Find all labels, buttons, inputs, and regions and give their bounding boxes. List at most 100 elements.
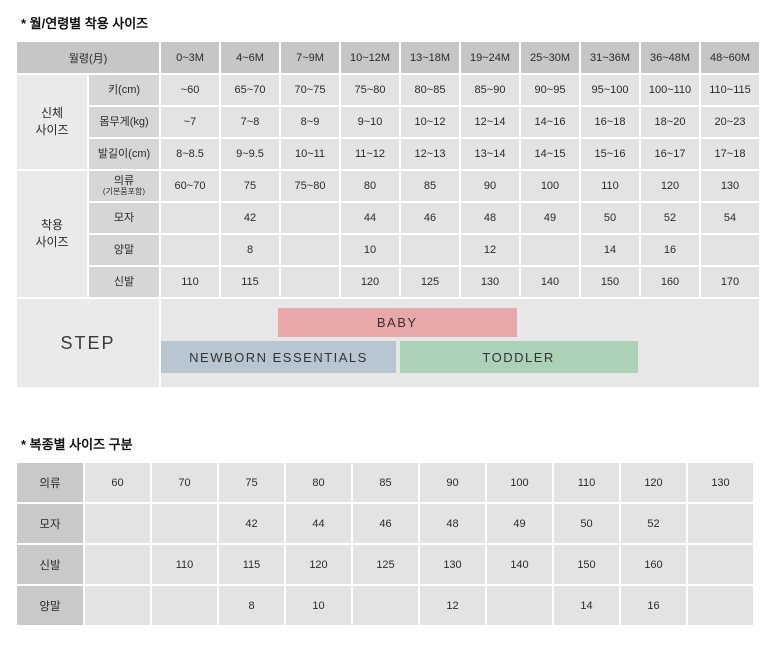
table-cell: 16 [621, 586, 686, 625]
table-cell: 80 [341, 171, 399, 201]
table-cell [281, 203, 339, 233]
table-cell: ~7 [161, 107, 219, 137]
table-cell [487, 586, 552, 625]
row2-hat: 모자 42 44 46 48 49 50 52 [17, 504, 753, 543]
row-weight: 몸무게(kg) ~7 7~8 8~9 9~10 10~12 12~14 14~1… [17, 107, 759, 137]
table-cell: 10~12 [401, 107, 459, 137]
table-cell: 85 [401, 171, 459, 201]
table-cell: 18~20 [641, 107, 699, 137]
row-shoes: 신발 110 115 120 125 130 140 150 160 170 [17, 267, 759, 297]
table-cell: 14~15 [521, 139, 579, 169]
table-cell: 48 [461, 203, 519, 233]
table-cell: 60 [85, 463, 150, 502]
table-cell: 140 [521, 267, 579, 297]
table-cell: 8 [219, 586, 284, 625]
row-height: 신체 사이즈 키(cm) ~60 65~70 70~75 75~80 80~85… [17, 75, 759, 169]
table-cell: 49 [487, 504, 552, 543]
row-clothing: 착용 사이즈 의류 (기본품포함) 60~70 75 75~80 80 85 9… [17, 171, 759, 297]
table-cell: 110~115 [701, 75, 759, 105]
table-cell [688, 504, 753, 543]
header-row: 월령(月) 0~3M 4~6M 7~9M 10~12M 13~18M 19~24… [17, 42, 759, 73]
age-column-header: 10~12M [341, 42, 399, 73]
table-cell: 120 [341, 267, 399, 297]
row2-shoes: 신발 110 115 120 125 130 140 150 160 [17, 545, 753, 584]
table-cell: 120 [286, 545, 351, 584]
row-hat: 모자 42 44 46 48 49 50 52 54 [17, 203, 759, 233]
table-cell [401, 235, 459, 265]
table-cell: 12 [420, 586, 485, 625]
row-label-text: 몸무게(kg) [99, 115, 149, 128]
baby-step-label: BABY [376, 315, 418, 330]
row-label-foot-length: 발길이(cm) [89, 139, 159, 169]
table-cell: 44 [341, 203, 399, 233]
table-cell: 44 [286, 504, 351, 543]
newborn-essentials-step-bar: NEWBORN ESSENTIALS [161, 341, 396, 373]
table-cell: 80~85 [401, 75, 459, 105]
age-column-header: 36~48M [641, 42, 699, 73]
age-column-header: 7~9M [281, 42, 339, 73]
table-cell: 48 [420, 504, 485, 543]
table-cell: 120 [641, 171, 699, 201]
table-cell: 9~9.5 [221, 139, 279, 169]
step-row: STEP BABY NEWBORN ESSENTIALS TODDLER [17, 299, 759, 387]
table-cell: 54 [701, 203, 759, 233]
table-cell: 100~110 [641, 75, 699, 105]
table-cell: 12~14 [461, 107, 519, 137]
age-column-header: 25~30M [521, 42, 579, 73]
row-foot-length: 발길이(cm) 8~8.5 9~9.5 10~11 11~12 12~13 13… [17, 139, 759, 169]
table-cell: ~60 [161, 75, 219, 105]
baby-step-bar: BABY [277, 308, 517, 337]
table-cell: 75~80 [341, 75, 399, 105]
table-cell: 12 [461, 235, 519, 265]
table-cell [85, 586, 150, 625]
row-header-shoes: 신발 [17, 545, 83, 584]
table-cell: 100 [521, 171, 579, 201]
row-socks: 양말 8 10 12 14 16 [17, 235, 759, 265]
age-column-header: 48~60M [701, 42, 759, 73]
row-header-hat: 모자 [17, 504, 83, 543]
table-cell: 9~10 [341, 107, 399, 137]
table-cell [85, 504, 150, 543]
table-cell: 8~9 [281, 107, 339, 137]
table-cell [281, 267, 339, 297]
table-cell: 60~70 [161, 171, 219, 201]
table-cell: 20~23 [701, 107, 759, 137]
table-cell: 10 [286, 586, 351, 625]
table-cell: 16~17 [641, 139, 699, 169]
table-cell: 75~80 [281, 171, 339, 201]
table-cell: 50 [554, 504, 619, 543]
row-label-clothing: 의류 (기본품포함) [89, 171, 159, 201]
table-cell: 110 [581, 171, 639, 201]
table-cell: 160 [621, 545, 686, 584]
table-cell: 75 [219, 463, 284, 502]
table-cell: 130 [420, 545, 485, 584]
table-cell: 120 [621, 463, 686, 502]
category-size-table: 의류 60 70 75 80 85 90 100 110 120 130 모자 … [15, 461, 755, 627]
table-cell: 46 [353, 504, 418, 543]
wear-size-group-cell: 착용 사이즈 [17, 171, 87, 297]
table-cell [281, 235, 339, 265]
table-cell: 8~8.5 [161, 139, 219, 169]
table-cell: 90~95 [521, 75, 579, 105]
table-cell [161, 235, 219, 265]
table-cell: 17~18 [701, 139, 759, 169]
table-cell [521, 235, 579, 265]
table-cell: 90 [420, 463, 485, 502]
table-cell: 65~70 [221, 75, 279, 105]
table-cell: 150 [581, 267, 639, 297]
table-cell: 85~90 [461, 75, 519, 105]
category-size-title: * 복종별 사이즈 구분 [21, 437, 133, 452]
table-cell: 46 [401, 203, 459, 233]
age-column-header: 4~6M [221, 42, 279, 73]
table-cell: 11~12 [341, 139, 399, 169]
table-cell: 130 [688, 463, 753, 502]
table-cell: 85 [353, 463, 418, 502]
toddler-step-label: TODDLER [482, 349, 555, 365]
row-label-text: 모자 [113, 211, 135, 224]
table-cell: 140 [487, 545, 552, 584]
row-label-hat: 모자 [89, 203, 159, 233]
table-cell: 50 [581, 203, 639, 233]
table-cell: 14 [554, 586, 619, 625]
table-cell: 90 [461, 171, 519, 201]
table-cell: 150 [554, 545, 619, 584]
